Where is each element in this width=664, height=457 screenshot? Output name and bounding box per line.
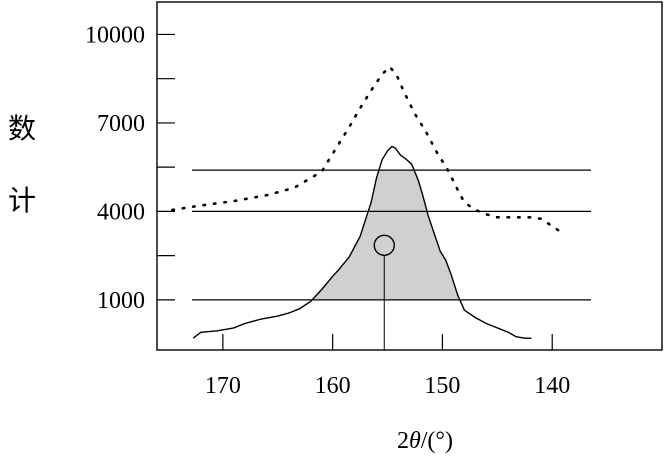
plot-border	[156, 1, 663, 351]
y-tick-label-1000: 1000	[97, 288, 145, 314]
series-solid-curve	[192, 145, 532, 339]
peak-marker-group	[373, 234, 395, 350]
axis-ticks	[157, 33, 553, 350]
x-axis-title-main: 2	[397, 428, 409, 454]
x-tick-label-170: 170	[205, 373, 241, 399]
x-tick-label-160: 160	[315, 373, 351, 399]
x-axis-title-unit: /(°)	[421, 428, 453, 454]
x-axis-title: 2θ/(°)	[397, 428, 453, 454]
y-tick-label-10000: 10000	[85, 22, 145, 48]
series-group	[171, 65, 561, 339]
y-axis-title-char-1: 计	[8, 184, 36, 217]
x-tick-label-150: 150	[424, 373, 460, 399]
shaded-region	[312, 170, 460, 300]
y-tick-label-7000: 7000	[97, 111, 145, 137]
tick-labels: 1000 4000 7000 10000 170 160 150 140	[85, 22, 570, 399]
series-dotted-curve	[171, 65, 561, 232]
x-axis-title-theta: θ	[409, 428, 421, 454]
x-tick-label-140: 140	[534, 373, 570, 399]
marker-circle	[373, 234, 395, 257]
shaded-area	[312, 170, 460, 300]
y-tick-label-4000: 4000	[97, 199, 145, 225]
y-axis-title-char-2: 数	[8, 112, 36, 145]
plot-frame	[156, 1, 663, 351]
reference-lines	[192, 169, 591, 301]
